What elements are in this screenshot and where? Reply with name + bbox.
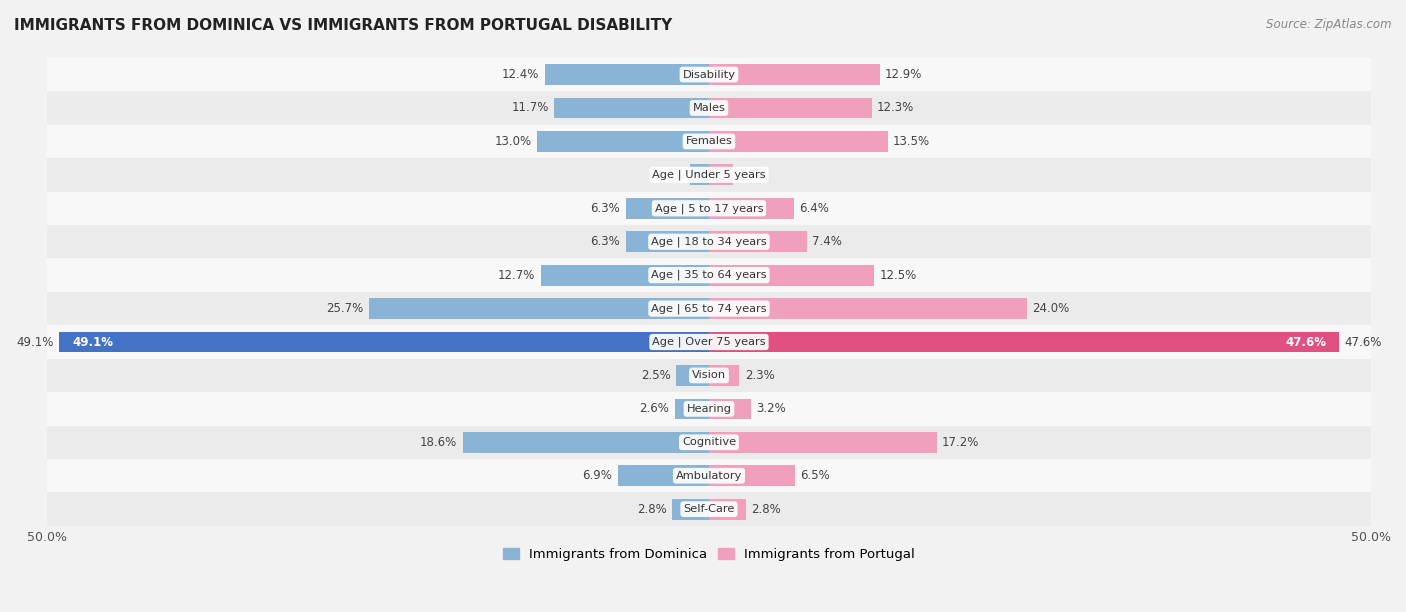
Text: 49.1%: 49.1% — [72, 335, 112, 348]
Text: 3.2%: 3.2% — [756, 402, 786, 416]
Bar — [46, 392, 1371, 425]
Text: Age | Under 5 years: Age | Under 5 years — [652, 170, 766, 180]
Bar — [690, 165, 709, 185]
Text: Vision: Vision — [692, 370, 725, 381]
Bar — [554, 98, 709, 118]
Text: 49.1%: 49.1% — [17, 335, 53, 348]
Text: 12.7%: 12.7% — [498, 269, 536, 282]
Bar — [46, 91, 1371, 125]
Text: Disability: Disability — [682, 70, 735, 80]
Text: Cognitive: Cognitive — [682, 438, 735, 447]
Text: 2.6%: 2.6% — [640, 402, 669, 416]
Text: 12.3%: 12.3% — [877, 102, 914, 114]
Text: 17.2%: 17.2% — [942, 436, 980, 449]
Text: 11.7%: 11.7% — [512, 102, 548, 114]
Bar — [675, 398, 709, 419]
Text: 12.4%: 12.4% — [502, 68, 540, 81]
Bar — [368, 298, 709, 319]
Bar — [46, 158, 1371, 192]
Text: Age | Over 75 years: Age | Over 75 years — [652, 337, 766, 347]
Text: 2.8%: 2.8% — [751, 502, 782, 516]
Bar — [709, 465, 794, 486]
Bar — [537, 131, 709, 152]
Bar — [709, 131, 887, 152]
Bar — [46, 258, 1371, 292]
Text: 18.6%: 18.6% — [420, 436, 457, 449]
Text: IMMIGRANTS FROM DOMINICA VS IMMIGRANTS FROM PORTUGAL DISABILITY: IMMIGRANTS FROM DOMINICA VS IMMIGRANTS F… — [14, 18, 672, 34]
Text: 24.0%: 24.0% — [1032, 302, 1070, 315]
Bar — [541, 265, 709, 286]
Text: Males: Males — [693, 103, 725, 113]
Text: Hearing: Hearing — [686, 404, 731, 414]
Bar — [709, 365, 740, 386]
Text: 12.5%: 12.5% — [880, 269, 917, 282]
Bar — [709, 165, 733, 185]
Text: Self-Care: Self-Care — [683, 504, 735, 514]
Bar — [709, 332, 1340, 353]
Bar — [709, 298, 1026, 319]
Text: 13.5%: 13.5% — [893, 135, 931, 148]
Text: Age | 18 to 34 years: Age | 18 to 34 years — [651, 236, 766, 247]
Text: 2.5%: 2.5% — [641, 369, 671, 382]
Bar — [709, 198, 794, 218]
Text: Age | 65 to 74 years: Age | 65 to 74 years — [651, 304, 766, 314]
Bar — [46, 225, 1371, 258]
Bar — [626, 231, 709, 252]
Bar — [709, 499, 747, 520]
Bar — [46, 58, 1371, 91]
Text: 7.4%: 7.4% — [813, 235, 842, 248]
Bar — [46, 425, 1371, 459]
Text: 13.0%: 13.0% — [495, 135, 531, 148]
Text: Source: ZipAtlas.com: Source: ZipAtlas.com — [1267, 18, 1392, 31]
Bar — [709, 64, 880, 85]
Bar — [709, 432, 936, 453]
Text: 2.8%: 2.8% — [637, 502, 666, 516]
Bar — [59, 332, 709, 353]
Text: Females: Females — [686, 136, 733, 146]
Text: 25.7%: 25.7% — [326, 302, 363, 315]
Text: 6.3%: 6.3% — [591, 235, 620, 248]
Bar — [46, 326, 1371, 359]
Bar — [544, 64, 709, 85]
Bar — [672, 499, 709, 520]
Bar — [46, 359, 1371, 392]
Text: 6.5%: 6.5% — [800, 469, 830, 482]
Bar — [709, 398, 751, 419]
Bar — [463, 432, 709, 453]
Bar — [709, 265, 875, 286]
Text: 1.4%: 1.4% — [655, 168, 685, 181]
Legend: Immigrants from Dominica, Immigrants from Portugal: Immigrants from Dominica, Immigrants fro… — [498, 542, 921, 566]
Text: 6.9%: 6.9% — [582, 469, 612, 482]
Text: 2.3%: 2.3% — [745, 369, 775, 382]
Bar — [46, 292, 1371, 326]
Bar — [709, 98, 872, 118]
Text: 6.4%: 6.4% — [799, 202, 830, 215]
Bar — [46, 192, 1371, 225]
Text: Ambulatory: Ambulatory — [676, 471, 742, 481]
Bar — [46, 493, 1371, 526]
Text: 47.6%: 47.6% — [1344, 335, 1382, 348]
Text: 1.8%: 1.8% — [738, 168, 768, 181]
Text: 12.9%: 12.9% — [884, 68, 922, 81]
Bar — [617, 465, 709, 486]
Text: Age | 5 to 17 years: Age | 5 to 17 years — [655, 203, 763, 214]
Text: 6.3%: 6.3% — [591, 202, 620, 215]
Text: Age | 35 to 64 years: Age | 35 to 64 years — [651, 270, 766, 280]
Bar — [46, 125, 1371, 158]
Text: 47.6%: 47.6% — [1285, 335, 1326, 348]
Bar — [46, 459, 1371, 493]
Bar — [676, 365, 709, 386]
Bar — [626, 198, 709, 218]
Bar — [709, 231, 807, 252]
